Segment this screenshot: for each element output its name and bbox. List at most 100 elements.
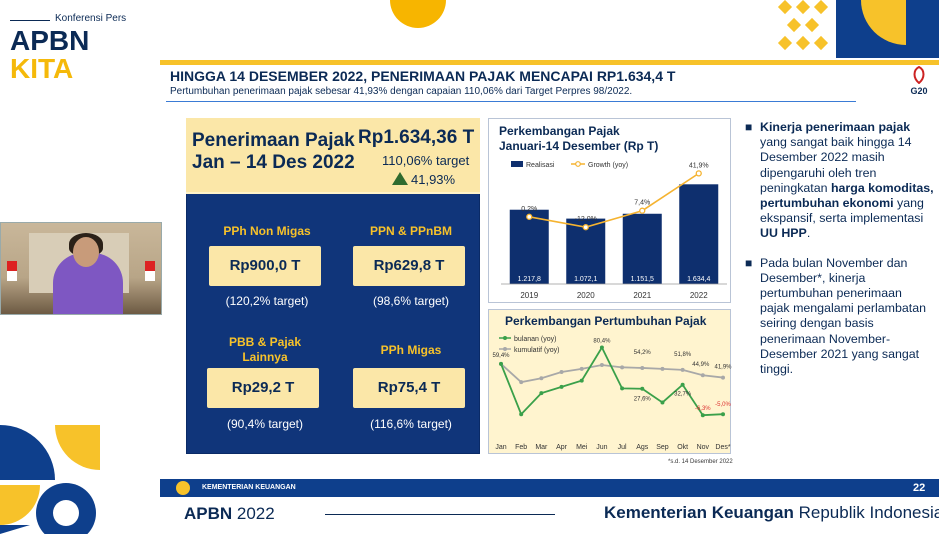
chart2-x-tick: Mar [535, 444, 548, 451]
chart1-legend-line: Growth (yoy) [588, 162, 628, 169]
chart2-monthly-line [500, 345, 724, 417]
up-triangle-icon [392, 172, 408, 185]
bullet1-text3: . [806, 226, 811, 241]
speaker-video-thumbnail[interactable] [0, 222, 162, 315]
chart1-growth-label: 0,2% [521, 206, 537, 213]
flag-icon [7, 261, 17, 281]
chart2-legend-a: bulanan (yoy) [514, 336, 556, 343]
chart2-annotation: -6,3% [695, 406, 711, 412]
bottom-ministry-bold: Kementerian Keuangan [604, 503, 794, 522]
chart1-legend-bar: Realisasi [526, 162, 555, 169]
chart1-bar-label: 1.072,1 [574, 276, 597, 283]
chart1-bar-label: 1.217,8 [518, 276, 541, 283]
bullet2-text: Pada bulan November dan Desember*, kiner… [760, 255, 926, 377]
chart2-x-tick: Mei [576, 444, 588, 451]
chart2-monthly-point [519, 412, 524, 417]
title-underline [166, 101, 856, 102]
decorative-pattern-bottom-left [0, 425, 100, 534]
decorative-semicircle [390, 0, 446, 28]
chart2-monthly-point [660, 400, 665, 405]
chart2-x-tick: Jun [596, 444, 607, 451]
chart1-growth-label: -12,0% [575, 216, 597, 223]
chart2-title: Perkembangan Pertumbuhan Pajak [505, 314, 707, 328]
chart2-x-tick: Ags [636, 444, 649, 451]
chart2-monthly-point [579, 378, 584, 383]
chart1-legend-bar-swatch [511, 161, 523, 167]
summary-growth-pct: 41,93% [411, 172, 456, 187]
tax-pct-ppn: (98,6% target) [372, 294, 450, 308]
tax-value-pph-migas: Rp75,4 T [353, 368, 465, 408]
flag-icon [145, 261, 155, 281]
brand-apbn: APBN [10, 25, 90, 56]
chart1-x-tick: 2019 [520, 291, 538, 300]
slide-title: HINGGA 14 DESEMBER 2022, PENERIMAAN PAJA… [170, 68, 676, 84]
chart2-monthly-point [721, 412, 725, 417]
brand-divider [10, 20, 50, 21]
chart2-annotation: 59,4% [492, 353, 510, 359]
chart1-growth-point [695, 170, 702, 177]
tax-label-ppn: PPN & PPnBM [369, 224, 452, 238]
slide-page-number: 22 [913, 482, 926, 494]
chart2-legend-b: kumulatif (yoy) [514, 347, 560, 354]
tax-growth-chart: Perkembangan Pertumbuhan Pajak bulanan (… [488, 309, 732, 454]
chart2-x-tick: Sep [656, 444, 669, 451]
brand-kita: KITA [10, 53, 74, 84]
chart1-growth-label: 7,4% [634, 200, 650, 207]
chart1-title-line1: Perkembangan Pajak [499, 124, 620, 138]
bullet-commodity: ■ Kinerja penerimaan pajak yang sangat b… [744, 120, 934, 242]
bullet1-bold1: Kinerja penerimaan pajak [760, 120, 911, 134]
bottom-ministry-name: Kementerian Keuangan Republik Indonesia [604, 503, 939, 523]
chart2-monthly-point [599, 345, 604, 350]
chart1-bar [679, 184, 719, 284]
tax-pct-pph-nonmigas: (120,2% target) [225, 294, 309, 308]
bottom-apbn-year: APBN 2022 [184, 504, 275, 524]
chart1-growth-line [529, 172, 700, 229]
speaker-head [73, 237, 99, 267]
chart2-monthly-point [559, 384, 564, 389]
bullet1-bold2: harga komoditas, pertumbuhan ekonomi [760, 180, 934, 211]
chart2-x-tick: Jul [618, 444, 627, 451]
chart2-x-tick: Des* [715, 444, 730, 451]
chart2-cumulative-point [680, 367, 685, 372]
tax-pct-pbb: (90,4% target) [226, 417, 304, 431]
tax-label-pph-nonmigas: PPh Non Migas [223, 224, 311, 238]
chart2-x-tick: Feb [515, 444, 527, 451]
bottom-ministry-rest: Republik Indonesia [793, 503, 939, 522]
tax-value-pph-nonmigas: Rp900,0 T [209, 246, 321, 286]
tax-value-ppn: Rp629,8 T [353, 246, 465, 286]
chart2-cumulative-point [559, 370, 564, 375]
tax-label-pph-migas: PPh Migas [380, 343, 442, 357]
bullet-slowdown: ■ Pada bulan November dan Desember*, kin… [744, 256, 934, 378]
tax-development-chart-svg: Perkembangan Pajak Januari-14 Desember (… [499, 124, 727, 300]
chart2-annotation: -5,0% [715, 402, 731, 408]
tax-label-pbb: PBB & Pajak Lainnya [200, 335, 330, 365]
bullet-dot-icon: ■ [745, 255, 753, 270]
footer-ministry-label: KEMENTERIAN KEUANGAN [202, 484, 296, 491]
g20-label: G20 [910, 86, 928, 96]
chart2-legend-b-marker [503, 347, 507, 351]
chart-footnote: *s.d. 14 Desember 2022 [668, 459, 733, 465]
chart2-cumulative-point [721, 375, 725, 380]
chart2-monthly-point [499, 361, 503, 366]
chart2-cumulative-point [640, 365, 645, 370]
chart2-cumulative-point [579, 366, 584, 371]
chart2-cumulative-point [519, 380, 524, 385]
chart1-title-line2: Januari-14 Desember (Rp T) [499, 139, 658, 153]
bottom-divider [325, 514, 555, 515]
chart1-bar-label: 1.634,4 [687, 276, 710, 283]
brand-kicker: Konferensi Pers [55, 13, 127, 24]
chart2-monthly-point [700, 413, 705, 418]
tax-value-pbb: Rp29,2 T [207, 368, 319, 408]
bottom-apbn-year-text: 2022 [232, 504, 275, 523]
summary-title-line1: Penerimaan Pajak [192, 130, 355, 151]
chart2-annotation: 41,9% [714, 365, 732, 371]
chart2-annotation: 54,2% [634, 350, 652, 356]
tax-growth-chart-svg: Perkembangan Pertumbuhan Pajak bulanan (… [492, 314, 732, 451]
chart2-annotation: 44,9% [692, 362, 710, 368]
ministry-emblem-icon [176, 481, 190, 495]
chart1-x-tick: 2020 [577, 291, 595, 300]
chart1-legend-line-marker [575, 161, 581, 167]
summary-title-line2: Jan – 14 Des 2022 [192, 152, 355, 173]
chart2-cumulative-point [660, 366, 665, 371]
bottom-apbn-bold: APBN [184, 504, 233, 523]
